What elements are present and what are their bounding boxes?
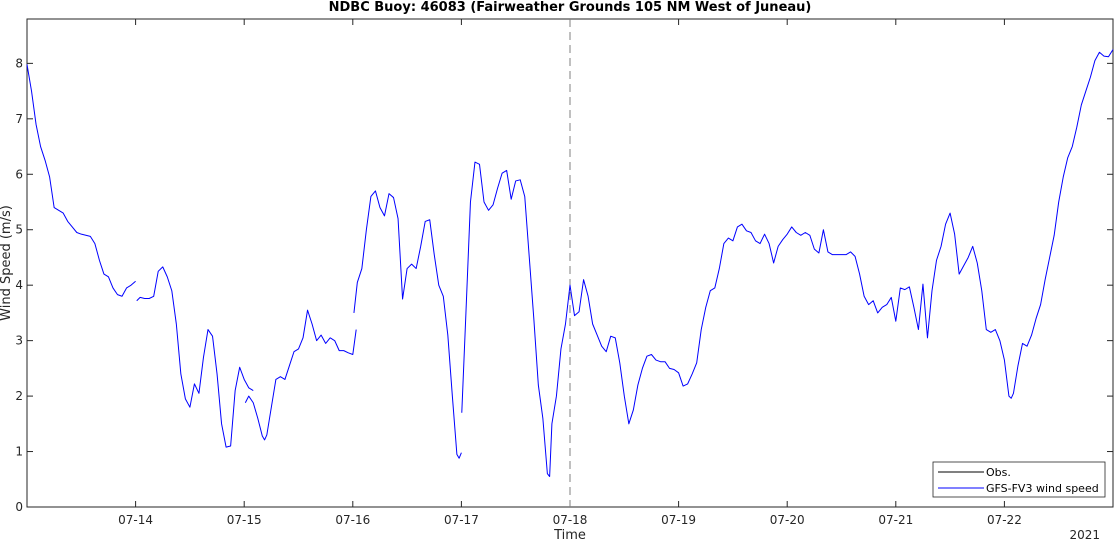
- x-tick-label: 07-20: [770, 513, 805, 527]
- legend-label-obs: Obs.: [986, 466, 1011, 479]
- legend-box: [932, 461, 1106, 498]
- x-axis-ticks: 07-14 07-15 07-16 07-17 07-18 07-19 07-20 07-21…: [118, 19, 1022, 527]
- series-line-segment: [244, 309, 357, 441]
- x-tick-label: 07-16: [335, 513, 370, 527]
- y-tick-label: 3: [15, 334, 23, 348]
- y-tick-label: 8: [15, 56, 23, 70]
- y-axis-label: Wind Speed (m/s): [0, 205, 14, 321]
- plot-area: [26, 18, 1114, 508]
- y-tick-label: 5: [15, 223, 23, 237]
- year-label: 2021: [1069, 528, 1100, 541]
- series-line-segment: [26, 64, 136, 297]
- x-axis-label: Time: [553, 528, 586, 541]
- y-tick-label: 7: [15, 112, 23, 126]
- x-tick-label: 07-19: [661, 513, 696, 527]
- x-tick-label: 07-14: [118, 513, 153, 527]
- series-line-segment: [353, 190, 462, 459]
- y-tick-label: 1: [15, 445, 23, 459]
- x-tick-label: 07-15: [227, 513, 262, 527]
- series-line-segment: [136, 266, 254, 448]
- chart-title: NDBC Buoy: 46083 (Fairweather Grounds 10…: [329, 0, 812, 15]
- series-layer: [26, 49, 1114, 477]
- y-tick-label: 6: [15, 167, 23, 181]
- legend-label-model: GFS-FV3 wind speed: [986, 482, 1099, 495]
- y-tick-label: 0: [15, 500, 23, 514]
- x-tick-label: 07-17: [444, 513, 479, 527]
- legend: Obs. GFS-FV3 wind speed: [932, 461, 1106, 498]
- x-tick-label: 07-21: [878, 513, 913, 527]
- series-line-segment: [461, 49, 1114, 477]
- y-tick-label: 2: [15, 389, 23, 403]
- y-axis-ticks: 0 1 2 3 4 5 6 7 8: [15, 56, 1113, 514]
- x-tick-label: 07-22: [987, 513, 1022, 527]
- y-tick-label: 4: [15, 278, 23, 292]
- x-tick-label: 07-18: [553, 513, 588, 527]
